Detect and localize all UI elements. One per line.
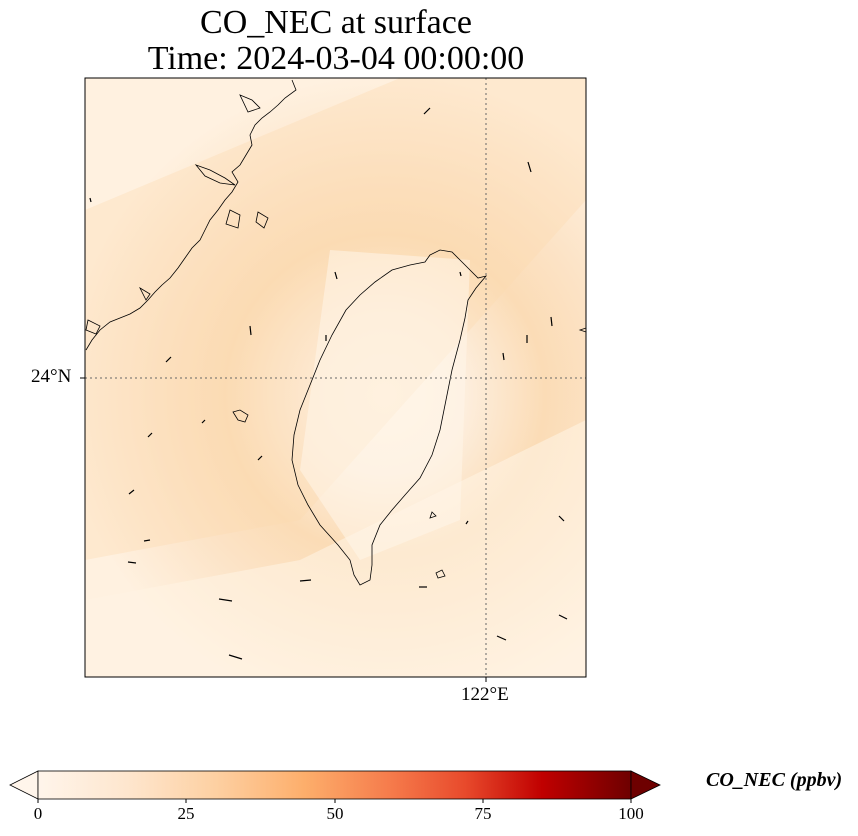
colorbar-tick-3: 75 (474, 804, 492, 823)
concentration-field (85, 78, 586, 677)
colorbar (9, 770, 661, 803)
lat-tick-label: 24°N (31, 366, 72, 387)
colorbar-tick-1: 25 (177, 804, 195, 823)
colorbar-tick-4: 100 (618, 804, 644, 823)
lon-tick-label: 122°E (461, 684, 509, 705)
colorbar-tick-2: 50 (326, 804, 344, 823)
map-title-line1: CO_NEC at surface (200, 4, 472, 41)
mainland-coastline (85, 79, 297, 351)
colorbar-tick-0: 0 (33, 804, 43, 823)
map-title-line2: Time: 2024-03-04 00:00:00 (147, 40, 525, 77)
wind-vectors (89, 107, 568, 660)
colorbar-label: CO_NEC (ppbv) (706, 769, 843, 791)
taiwan-coastline (291, 249, 488, 586)
